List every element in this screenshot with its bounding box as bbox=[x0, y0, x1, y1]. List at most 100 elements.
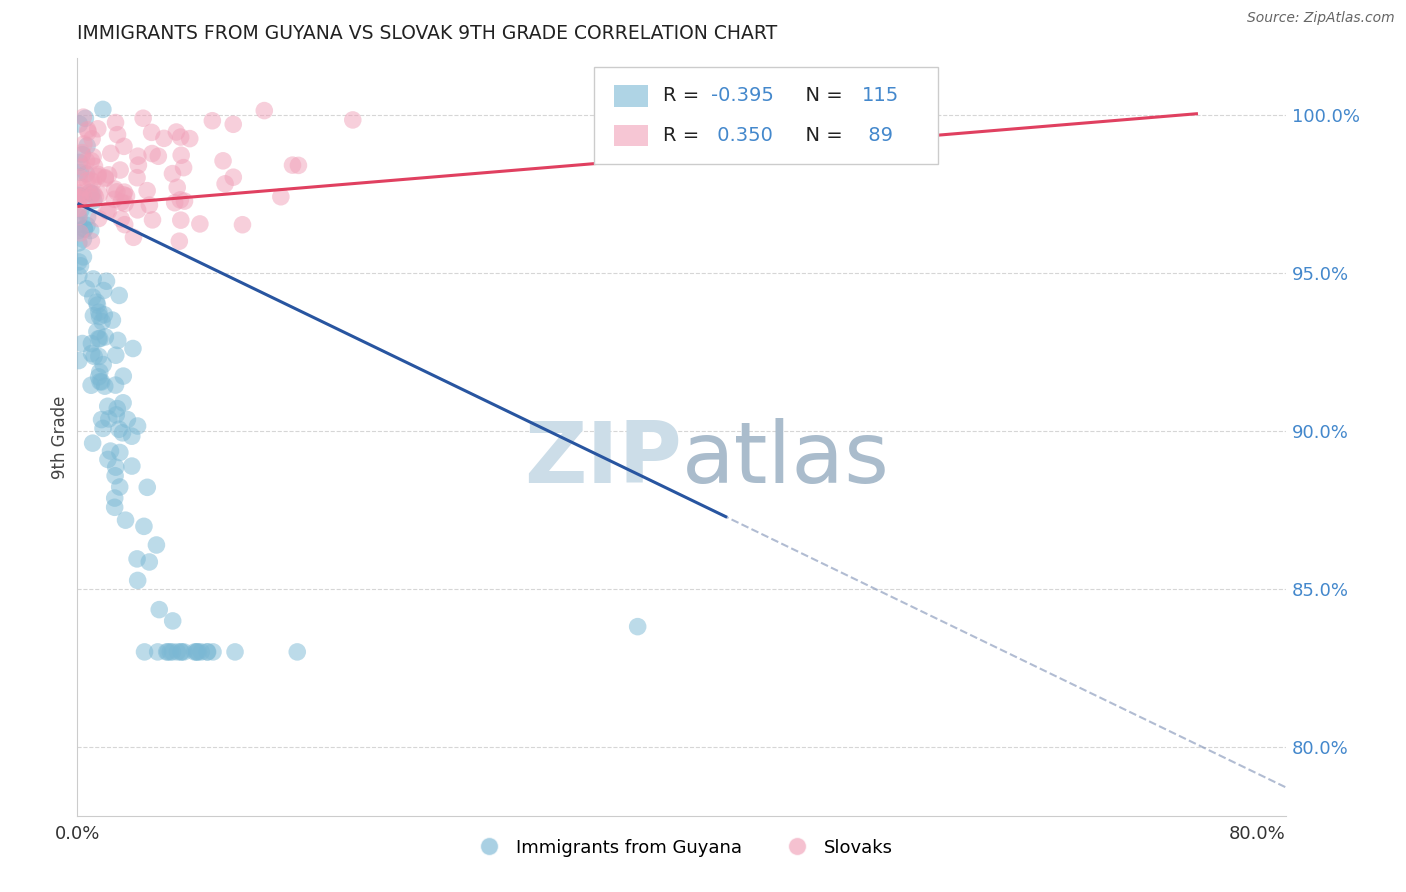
Point bbox=[190, 645, 212, 659]
Point bbox=[76, 153, 98, 168]
Point bbox=[72, 110, 94, 124]
Point bbox=[170, 213, 193, 227]
Point bbox=[114, 513, 136, 527]
Point bbox=[170, 645, 193, 659]
Point bbox=[114, 218, 136, 232]
Point bbox=[107, 334, 129, 348]
Point bbox=[93, 284, 115, 298]
Point bbox=[141, 212, 163, 227]
Text: IMMIGRANTS FROM GUYANA VS SLOVAK 9TH GRADE CORRELATION CHART: IMMIGRANTS FROM GUYANA VS SLOVAK 9TH GRA… bbox=[77, 23, 778, 43]
Point bbox=[122, 342, 145, 356]
Point bbox=[75, 167, 97, 181]
Point bbox=[146, 645, 169, 659]
Point bbox=[138, 555, 160, 569]
Point bbox=[145, 538, 167, 552]
Point bbox=[91, 315, 114, 329]
Point bbox=[112, 396, 135, 410]
Point bbox=[84, 190, 107, 204]
Text: 115: 115 bbox=[862, 87, 900, 105]
Point bbox=[79, 186, 101, 200]
Point bbox=[179, 131, 201, 145]
Point bbox=[87, 332, 110, 346]
Point bbox=[80, 153, 103, 168]
Point bbox=[89, 332, 111, 346]
Point bbox=[97, 168, 120, 182]
Point bbox=[83, 159, 105, 173]
Point bbox=[127, 158, 149, 172]
Point bbox=[112, 187, 135, 202]
Point bbox=[67, 235, 90, 250]
Point bbox=[80, 189, 103, 203]
Point bbox=[82, 436, 104, 450]
Point bbox=[153, 131, 176, 145]
Point bbox=[82, 175, 104, 189]
Point bbox=[82, 272, 104, 286]
Point bbox=[112, 139, 135, 153]
Point bbox=[96, 274, 118, 288]
Point bbox=[138, 198, 160, 212]
FancyBboxPatch shape bbox=[593, 67, 938, 164]
FancyBboxPatch shape bbox=[614, 125, 648, 146]
Point bbox=[91, 421, 114, 435]
Point bbox=[69, 226, 91, 240]
Text: N =: N = bbox=[793, 126, 849, 145]
Point bbox=[67, 188, 90, 202]
Point bbox=[104, 460, 127, 475]
Point bbox=[104, 468, 127, 483]
Point bbox=[103, 192, 125, 206]
Point bbox=[69, 170, 91, 185]
Point bbox=[72, 336, 94, 351]
Point bbox=[87, 370, 110, 384]
Point bbox=[90, 375, 112, 389]
Point bbox=[105, 185, 128, 199]
Point bbox=[94, 170, 117, 185]
Point bbox=[67, 210, 90, 224]
Point bbox=[127, 419, 149, 434]
Point bbox=[67, 188, 90, 202]
Point bbox=[136, 480, 159, 494]
Point bbox=[76, 210, 98, 224]
Point bbox=[80, 223, 103, 237]
Point bbox=[222, 117, 245, 131]
Point bbox=[86, 298, 108, 312]
Point bbox=[156, 645, 179, 659]
Point bbox=[112, 369, 135, 384]
Point bbox=[83, 194, 105, 208]
Point bbox=[183, 645, 205, 659]
Point bbox=[104, 378, 127, 392]
Point bbox=[121, 459, 143, 474]
Point bbox=[80, 336, 103, 351]
Point bbox=[222, 170, 245, 185]
Point bbox=[75, 112, 97, 126]
Point bbox=[114, 196, 136, 211]
Point bbox=[73, 222, 96, 236]
Point bbox=[67, 223, 90, 237]
Point bbox=[127, 202, 149, 217]
Point bbox=[214, 177, 236, 191]
Point bbox=[281, 158, 304, 172]
Point bbox=[67, 117, 90, 131]
Point bbox=[159, 645, 181, 659]
Point bbox=[170, 645, 193, 659]
Point bbox=[82, 309, 104, 323]
Point bbox=[97, 452, 120, 467]
Point bbox=[72, 147, 94, 161]
Point bbox=[94, 171, 117, 186]
Point bbox=[173, 161, 195, 175]
Point bbox=[132, 112, 155, 126]
Point bbox=[125, 170, 148, 185]
Point bbox=[69, 259, 91, 273]
Point bbox=[67, 186, 90, 200]
Point bbox=[186, 645, 208, 659]
Point bbox=[270, 190, 292, 204]
Point bbox=[87, 121, 110, 136]
Point bbox=[342, 112, 364, 127]
Point bbox=[134, 645, 156, 659]
Point bbox=[186, 645, 208, 659]
Text: Source: ZipAtlas.com: Source: ZipAtlas.com bbox=[1247, 11, 1395, 25]
Point bbox=[127, 149, 149, 163]
Point bbox=[87, 211, 110, 226]
Point bbox=[94, 330, 117, 344]
Point bbox=[86, 295, 108, 310]
Point bbox=[169, 130, 191, 145]
